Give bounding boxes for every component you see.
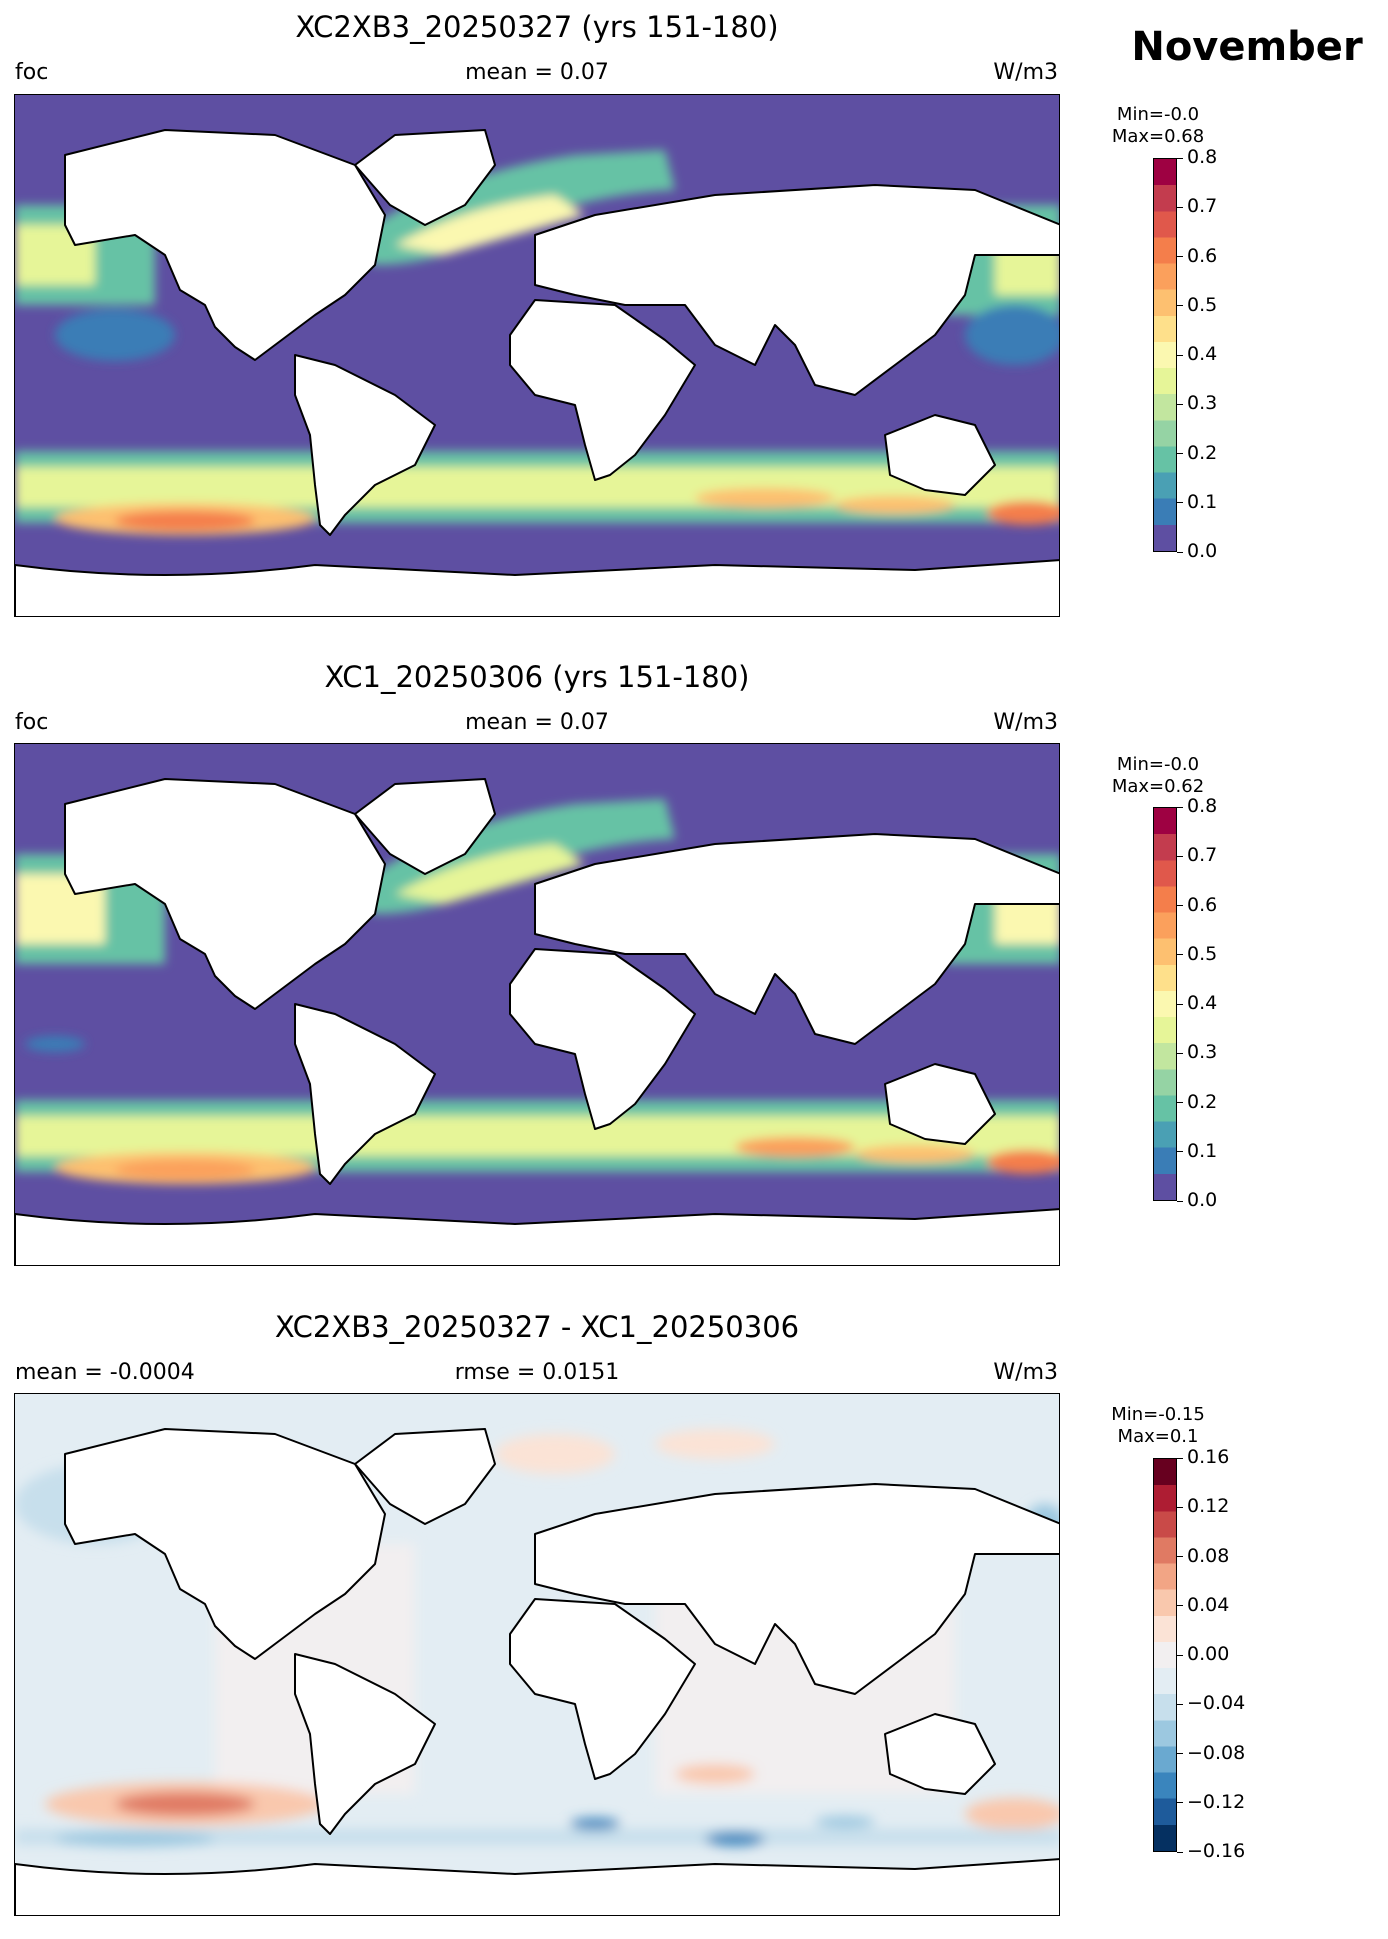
colorbar-tick-label: −0.08 — [1187, 1741, 1246, 1764]
colorbar-tick-label: 0.4 — [1187, 992, 1218, 1014]
colorbar-tick-mark — [1177, 1851, 1183, 1853]
panel-3-map — [14, 1393, 1060, 1916]
colorbar-tick-mark — [1177, 1506, 1183, 1508]
colorbar-tick-label: 0.08 — [1187, 1544, 1230, 1567]
colorbar-tick-mark — [1177, 256, 1183, 257]
colorbar-tick-label: 0.7 — [1187, 195, 1218, 218]
colorbar-tick-label: 0.1 — [1187, 1139, 1218, 1162]
colorbar-tick-label: 0.0 — [1187, 1189, 1218, 1211]
colorbar-tick-mark — [1177, 1457, 1183, 1459]
panel-2-variable-label: foc — [15, 710, 49, 735]
colorbar-tick-label: 0.0 — [1187, 540, 1218, 562]
colorbar-tick-mark — [1177, 1654, 1183, 1656]
panel-2-max-label: Max=0.62 — [1111, 776, 1205, 797]
panel-2-title: XC1_20250306 (yrs 151-180) — [324, 660, 750, 694]
panel-2-map — [14, 743, 1060, 1266]
colorbar-tick-label: 0.7 — [1187, 844, 1218, 867]
colorbar-tick-label: 0.3 — [1187, 392, 1218, 415]
colorbar-tick-label: 0.4 — [1187, 343, 1218, 365]
colorbar-tick-mark — [1177, 354, 1183, 356]
panel-3-rmse-label: rmse = 0.0151 — [454, 1360, 620, 1385]
colorbar-tick-label: 0.6 — [1187, 244, 1218, 267]
colorbar-tick-label: −0.04 — [1187, 1692, 1246, 1715]
panel-2-units-label: W/m3 — [993, 710, 1058, 735]
colorbar-tick-mark — [1177, 305, 1183, 307]
panel-3-colorbar — [1153, 1458, 1177, 1852]
colorbar-tick-label: 0.2 — [1187, 1090, 1218, 1113]
colorbar-tick-mark — [1177, 206, 1183, 208]
colorbar-tick-mark — [1177, 1052, 1183, 1054]
colorbar-tick-label: 0.12 — [1187, 1495, 1230, 1518]
colorbar-tick-mark — [1177, 1200, 1183, 1202]
panel-3-mean-label: mean = -0.0004 — [15, 1360, 195, 1385]
month-label: November — [1131, 24, 1363, 70]
panel-1-units-label: W/m3 — [993, 60, 1058, 85]
colorbar-tick-label: −0.12 — [1187, 1790, 1246, 1813]
panel-1-max-label: Max=0.68 — [1111, 126, 1205, 147]
panel-1-mean-label: mean = 0.07 — [465, 60, 609, 85]
colorbar-tick-mark — [1177, 806, 1183, 808]
colorbar-tick-mark — [1177, 954, 1183, 956]
panel-3-title: XC2XB3_20250327 - XC1_20250306 — [274, 1310, 800, 1344]
panel-1-title: XC2XB3_20250327 (yrs 151-180) — [295, 10, 779, 44]
colorbar-tick-mark — [1177, 905, 1183, 906]
colorbar-tick-mark — [1177, 1802, 1183, 1804]
panel-1-colorbar — [1153, 158, 1177, 552]
panel-3-units-label: W/m3 — [993, 1360, 1058, 1385]
panel-3-max-label: Max=0.1 — [1117, 1426, 1199, 1447]
colorbar-tick-mark — [1177, 1151, 1183, 1153]
panel-3-min-label: Min=-0.15 — [1111, 1404, 1205, 1425]
colorbar-tick-label: 0.2 — [1187, 441, 1218, 464]
colorbar-tick-label: 0.8 — [1187, 146, 1218, 168]
colorbar-tick-label: 0.6 — [1187, 893, 1218, 916]
colorbar-tick-mark — [1177, 551, 1183, 553]
colorbar-tick-label: 0.5 — [1187, 293, 1218, 316]
colorbar-tick-mark — [1177, 453, 1183, 454]
colorbar-tick-mark — [1177, 157, 1183, 159]
colorbar-tick-label: 0.8 — [1187, 795, 1218, 817]
panel-2-mean-label: mean = 0.07 — [465, 710, 609, 735]
colorbar-tick-mark — [1177, 1556, 1183, 1557]
colorbar-tick-mark — [1177, 855, 1183, 857]
colorbar-tick-label: 0.04 — [1187, 1593, 1230, 1616]
colorbar-tick-mark — [1177, 403, 1183, 405]
panel-2-colorbar — [1153, 807, 1177, 1201]
colorbar-tick-mark — [1177, 1753, 1183, 1754]
colorbar-tick-label: 0.3 — [1187, 1041, 1218, 1064]
panel-1-map — [14, 94, 1060, 617]
colorbar-tick-label: −0.16 — [1187, 1840, 1246, 1862]
colorbar-tick-mark — [1177, 502, 1183, 504]
panel-2-min-label: Min=-0.0 — [1116, 754, 1200, 775]
colorbar-tick-label: 0.16 — [1187, 1446, 1230, 1468]
colorbar-tick-label: 0.5 — [1187, 942, 1218, 965]
colorbar-tick-label: 0.00 — [1187, 1643, 1230, 1665]
colorbar-tick-mark — [1177, 1605, 1183, 1607]
colorbar-tick-mark — [1177, 1703, 1183, 1705]
colorbar-tick-mark — [1177, 1102, 1183, 1103]
colorbar-tick-mark — [1177, 1003, 1183, 1005]
panel-1-min-label: Min=-0.0 — [1116, 104, 1200, 125]
colorbar-tick-label: 0.1 — [1187, 490, 1218, 513]
panel-1-variable-label: foc — [15, 60, 49, 85]
